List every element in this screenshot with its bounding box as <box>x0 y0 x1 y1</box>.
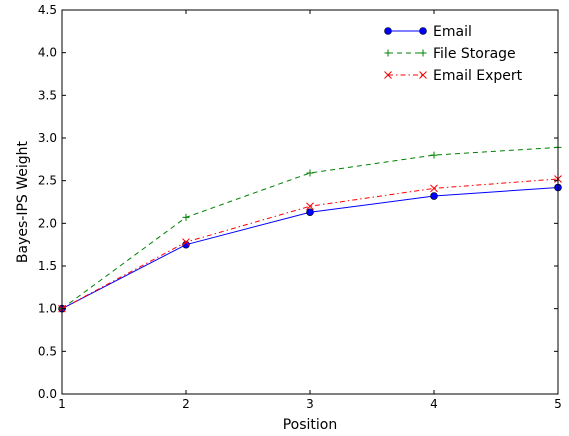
data-point <box>306 208 314 217</box>
legend-item: Email Expert <box>384 68 523 84</box>
legend-marker <box>384 27 392 35</box>
x-tick-label: 3 <box>306 397 314 411</box>
legend-marker <box>419 49 427 57</box>
data-point <box>430 184 438 193</box>
x-axis-label: Position <box>283 417 338 433</box>
legend-item: Email <box>384 24 472 40</box>
x-tick-label: 1 <box>58 397 66 411</box>
legend-marker <box>419 27 427 35</box>
y-tick-label: 3.0 <box>38 131 57 145</box>
data-point <box>430 192 438 200</box>
y-tick-label: 4.0 <box>38 46 57 60</box>
x-tick-label: 4 <box>430 397 438 411</box>
y-tick-label: 1.0 <box>38 302 57 316</box>
y-axis: 0.0 0.5 1.0 1.5 2.0 2.5 3.0 3.5 4.0 4.5 <box>38 3 558 401</box>
series-line-file-storage <box>61 146 559 310</box>
legend-label: Email Expert <box>433 68 523 84</box>
legend-marker <box>419 71 427 79</box>
legend-marker <box>384 71 392 79</box>
legend-item: File Storage <box>384 46 516 62</box>
y-tick-label: 3.5 <box>38 88 57 102</box>
y-tick-label: 0.0 <box>38 387 57 401</box>
x-tick-label: 2 <box>182 397 190 411</box>
y-tick-label: 2.0 <box>38 216 57 230</box>
legend-marker <box>384 49 392 57</box>
data-point <box>182 238 190 246</box>
plot-background <box>62 10 558 394</box>
y-tick-label: 2.5 <box>38 174 57 188</box>
data-point <box>182 213 190 221</box>
x-tick-label: 5 <box>554 397 562 411</box>
legend-label: Email <box>433 24 472 40</box>
series-layer <box>58 143 562 313</box>
data-point <box>430 151 438 159</box>
y-tick-label: 0.5 <box>38 344 57 358</box>
y-axis-label: Bayes-IPS Weight <box>15 140 31 263</box>
data-point <box>306 169 314 177</box>
legend: Email File Storage Email Expert <box>384 24 523 84</box>
y-tick-label: 4.5 <box>38 3 57 17</box>
legend-label: File Storage <box>433 46 516 62</box>
x-axis: 1 2 3 4 5 <box>58 10 562 411</box>
y-tick-label: 1.5 <box>38 259 57 273</box>
data-point <box>306 202 314 211</box>
